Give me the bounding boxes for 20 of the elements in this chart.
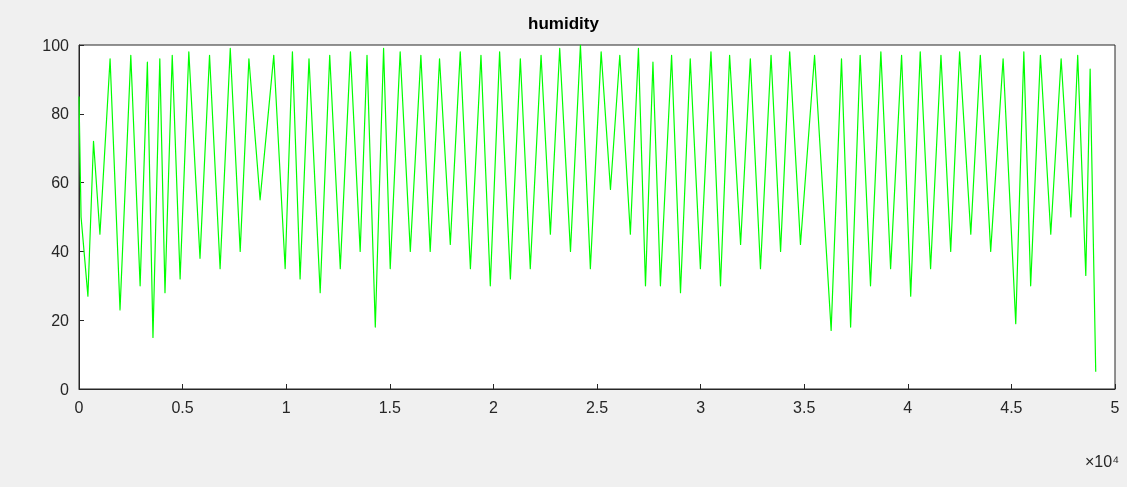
chart-title: humidity xyxy=(528,14,600,33)
x-tick-label: 2 xyxy=(488,398,498,416)
x-tick-label: 4 xyxy=(903,398,913,416)
x-tick-label: 3 xyxy=(696,398,706,416)
y-tick-label: 0 xyxy=(60,380,70,398)
x-tick-label: 5 xyxy=(1110,398,1120,416)
x-tick-label: 0 xyxy=(74,398,84,416)
x-tick-label: 3.5 xyxy=(793,398,816,416)
x-tick-label: 4.5 xyxy=(1000,398,1023,416)
y-tick-label: 40 xyxy=(51,242,70,260)
line-series xyxy=(78,44,1097,373)
text: ×10⁴ xyxy=(1084,452,1120,470)
x-tick-label: 2.5 xyxy=(585,398,609,416)
y-tick-label: 80 xyxy=(51,105,70,123)
x-tick-label: 1 xyxy=(281,398,291,416)
x-tick-label: 1.5 xyxy=(378,398,402,416)
y-tick-label: 20 xyxy=(51,311,70,329)
x-tick-label: 0.5 xyxy=(171,398,194,416)
y-tick-label: 100 xyxy=(42,36,70,54)
y-tick-label: 60 xyxy=(51,174,70,192)
